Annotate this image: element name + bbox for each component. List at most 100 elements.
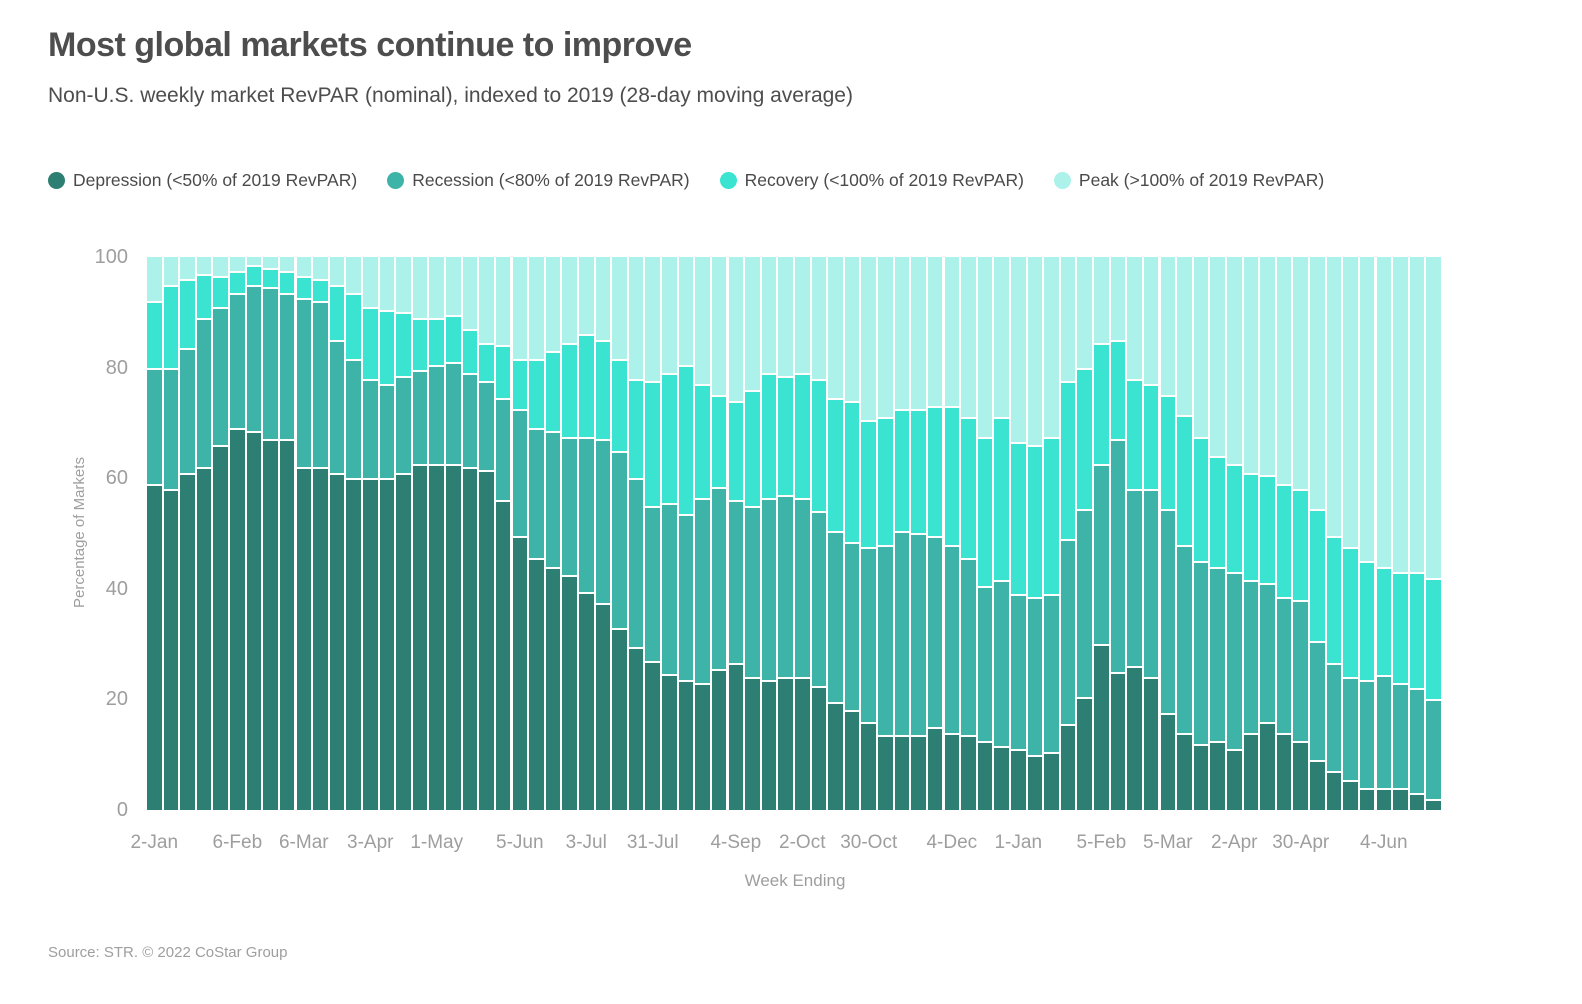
legend-item-recovery: Recovery (<100% of 2019 RevPAR) bbox=[719, 170, 1024, 191]
segment-recovery bbox=[977, 436, 993, 587]
segment-recession bbox=[828, 530, 843, 703]
bar-week-10-Jul bbox=[595, 257, 611, 810]
segment-recovery bbox=[1177, 414, 1192, 545]
bar-week-12-Jun bbox=[529, 257, 544, 810]
legend-label-recovery: Recovery (<100% of 2019 RevPAR) bbox=[744, 170, 1024, 190]
segment-recession bbox=[1326, 663, 1342, 772]
segment-recovery bbox=[512, 359, 528, 410]
segment-depression bbox=[346, 478, 361, 810]
bar-week-20-Feb bbox=[263, 257, 278, 810]
bar-week-4-Sep bbox=[728, 257, 744, 810]
x-tick-label: 1-May bbox=[410, 832, 464, 853]
segment-recession bbox=[1393, 682, 1408, 788]
segment-recession bbox=[1276, 597, 1292, 733]
bar-week-19-Feb bbox=[1127, 257, 1142, 810]
segment-depression bbox=[1376, 787, 1392, 810]
bar-week-8-Jan bbox=[1027, 257, 1043, 810]
segment-recovery bbox=[213, 276, 228, 307]
segment-recession bbox=[296, 298, 312, 468]
bar-week-27-Feb bbox=[279, 257, 295, 810]
segment-recovery bbox=[1343, 547, 1358, 678]
x-tick-label: 4-Dec bbox=[926, 832, 978, 853]
segment-depression bbox=[529, 558, 544, 810]
segment-peak bbox=[1227, 257, 1242, 465]
bar-week-19-Mar bbox=[1193, 257, 1209, 810]
segment-recession bbox=[678, 514, 694, 681]
segment-recession bbox=[163, 367, 179, 490]
segment-recession bbox=[1426, 699, 1441, 799]
segment-recovery bbox=[363, 306, 378, 379]
segment-depression bbox=[263, 439, 278, 810]
segment-recovery bbox=[695, 384, 710, 498]
segment-recovery bbox=[1243, 472, 1259, 581]
segment-depression bbox=[363, 478, 378, 810]
segment-recovery bbox=[396, 312, 411, 376]
segment-depression bbox=[1193, 743, 1209, 810]
segment-recession bbox=[462, 373, 478, 468]
segment-recovery bbox=[645, 381, 660, 506]
segment-recession bbox=[811, 511, 827, 686]
segment-recession bbox=[363, 378, 378, 479]
segment-recovery bbox=[894, 409, 910, 531]
x-tick-label: 30-Apr bbox=[1272, 832, 1330, 853]
segment-recovery bbox=[628, 378, 644, 479]
segment-recovery bbox=[662, 373, 677, 504]
bar-week-6-Nov bbox=[878, 257, 893, 810]
segment-recovery bbox=[1143, 384, 1159, 490]
bar-week-9-Jan bbox=[163, 257, 179, 810]
bar-week-27-Mar bbox=[346, 257, 361, 810]
segment-recovery bbox=[844, 400, 860, 542]
segment-recovery bbox=[495, 345, 511, 398]
segment-peak bbox=[1127, 257, 1142, 379]
x-tick-label: 2-Apr bbox=[1211, 832, 1258, 853]
segment-recession bbox=[778, 494, 793, 678]
plot-area bbox=[147, 257, 1443, 810]
bar-week-13-Feb bbox=[246, 257, 262, 810]
legend-item-recession: Recession (<80% of 2019 RevPAR) bbox=[387, 170, 690, 191]
bar-week-3-Jul bbox=[579, 257, 594, 810]
segment-depression bbox=[994, 746, 1009, 810]
x-tick-label: 2-Oct bbox=[779, 832, 826, 853]
bar-week-23-Apr bbox=[1276, 257, 1292, 810]
recovery-dot-icon bbox=[719, 172, 737, 189]
segment-recession bbox=[711, 486, 727, 669]
segment-recovery bbox=[1210, 456, 1225, 567]
bar-week-16-Jan bbox=[180, 257, 195, 810]
segment-depression bbox=[961, 735, 976, 810]
segment-recession bbox=[529, 428, 544, 559]
segment-recession bbox=[728, 500, 744, 664]
page-title: Most global markets continue to improve bbox=[48, 26, 692, 64]
segment-recovery bbox=[1227, 464, 1242, 573]
segment-peak bbox=[662, 257, 677, 374]
segment-recovery bbox=[1293, 489, 1308, 600]
x-tick-label: 2-Jan bbox=[130, 832, 179, 853]
segment-recovery bbox=[1160, 395, 1176, 509]
segment-peak bbox=[795, 257, 810, 374]
segment-recession bbox=[662, 503, 677, 675]
segment-peak bbox=[1293, 257, 1308, 490]
x-axis-title: Week Ending bbox=[744, 871, 846, 890]
segment-depression bbox=[1409, 793, 1425, 810]
segment-recession bbox=[977, 586, 993, 741]
segment-recovery bbox=[462, 328, 478, 374]
bar-week-8-May bbox=[446, 257, 461, 810]
segment-recession bbox=[1243, 580, 1259, 733]
segment-recession bbox=[961, 558, 976, 736]
segment-recovery bbox=[545, 351, 561, 432]
bar-week-25-Sep bbox=[778, 257, 793, 810]
bar-week-5-Mar bbox=[1160, 257, 1176, 810]
segment-recession bbox=[1127, 489, 1142, 667]
segment-depression bbox=[1077, 696, 1092, 810]
segment-peak bbox=[1110, 257, 1126, 340]
segment-depression bbox=[911, 735, 926, 810]
segment-recession bbox=[1310, 641, 1325, 761]
segment-recession bbox=[1260, 583, 1275, 722]
segment-peak bbox=[878, 257, 893, 418]
segment-depression bbox=[1210, 740, 1225, 810]
segment-recovery bbox=[1409, 572, 1425, 689]
segment-peak bbox=[230, 257, 245, 271]
segment-peak bbox=[1210, 257, 1225, 457]
segment-recovery bbox=[180, 279, 195, 349]
segment-depression bbox=[1227, 749, 1242, 810]
legend-label-depression: Depression (<50% of 2019 RevPAR) bbox=[73, 170, 358, 190]
